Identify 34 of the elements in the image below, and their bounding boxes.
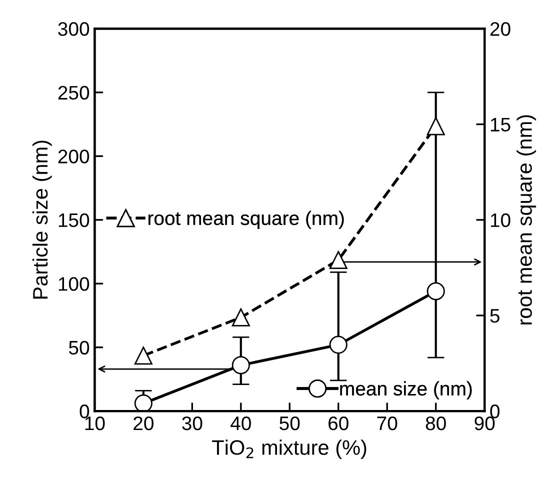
x-tick-label: 10	[85, 416, 105, 430]
y-tick-label: 300	[58, 22, 90, 36]
x-tick-label: 90	[474, 416, 495, 430]
x-tick-label: 20	[134, 416, 154, 430]
y-tick-label: 200	[58, 150, 90, 164]
y2-tick-label: 10	[490, 213, 510, 228]
legend-label: root mean square (nm)	[148, 210, 344, 229]
y-axis-title: Particle size (nm)	[32, 140, 52, 299]
x-tick-label: 50	[280, 416, 300, 430]
point	[329, 336, 348, 354]
point	[232, 356, 250, 374]
x-tick-label: 30	[182, 416, 202, 430]
y-tick-label: 100	[58, 277, 90, 291]
y2-tick-label: 0	[490, 404, 500, 418]
x-axis-title: TiO$_{2}$ mixture (%)	[212, 440, 366, 460]
x-tick-label: 60	[328, 416, 348, 430]
y2-axis-title: root mean square (nm)	[516, 115, 536, 324]
y-tick-label: 50	[68, 340, 90, 355]
y2-tick-label: 20	[490, 22, 510, 36]
point	[329, 251, 348, 270]
point	[232, 308, 250, 326]
point	[426, 282, 445, 300]
point	[134, 394, 152, 412]
x-tick-label: 40	[230, 416, 251, 430]
point	[134, 346, 152, 365]
y-tick-label: 0	[80, 404, 90, 418]
y-tick-label: 250	[58, 86, 90, 100]
x-tick-label: 70	[377, 416, 398, 430]
point	[426, 117, 445, 136]
x-tick-label: 80	[426, 416, 446, 430]
y2-tick-label: 5	[490, 309, 500, 323]
y-tick-label: 150	[58, 213, 90, 228]
y2-tick-label: 15	[490, 118, 510, 132]
legend-label: mean size (nm)	[340, 381, 472, 400]
